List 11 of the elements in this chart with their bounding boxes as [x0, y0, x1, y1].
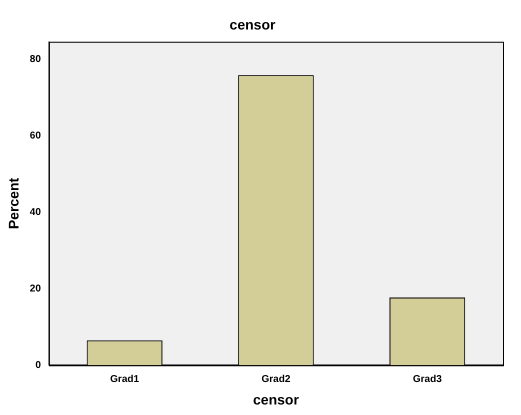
y-tick-label: 60	[30, 130, 42, 142]
y-tick-label: 80	[30, 54, 42, 65]
y-tick-label: 0	[35, 360, 42, 371]
chart-title: censor	[230, 16, 276, 32]
x-tick-label: Grad3	[412, 374, 442, 385]
y-tick-label: 20	[30, 283, 42, 294]
x-axis-title: censor	[253, 391, 300, 408]
y-axis-title: Percent	[5, 177, 22, 230]
y-tick-label: 40	[30, 206, 42, 218]
x-tick-label: Grad1	[110, 374, 140, 385]
x-tick-label: Grad2	[262, 374, 291, 385]
